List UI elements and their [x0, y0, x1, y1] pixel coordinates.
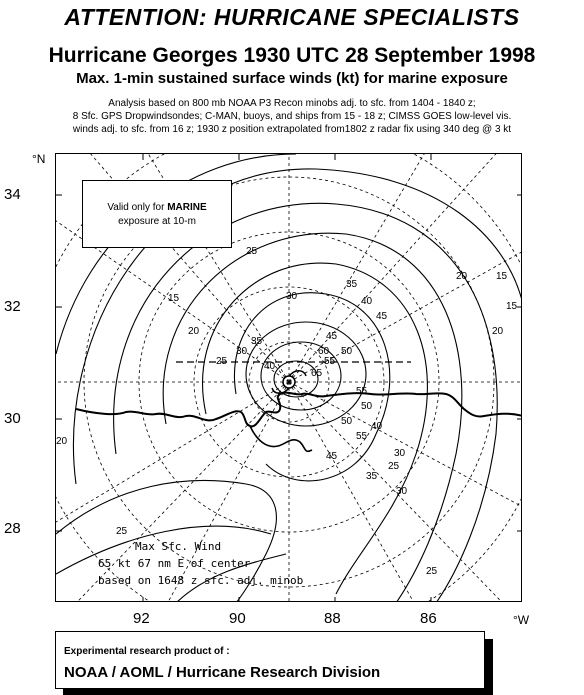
contour-label: 55 — [356, 386, 368, 397]
lon-unit-label: °W — [513, 613, 530, 627]
analysis-note-2: 8 Sfc. GPS Dropwindsondes; C-MAN, buoys,… — [72, 111, 512, 122]
contour-label: 55 — [324, 356, 336, 367]
map-svg: 15 20 25 30 35 40 45 50 55 60 65 25 20 2… — [56, 154, 521, 601]
lat-tick-32: 32 — [4, 298, 21, 315]
lon-tick-92: 92 — [133, 610, 150, 627]
contour-label: 25 — [426, 566, 438, 577]
contour-label: 30 — [394, 448, 406, 459]
contour-label: 20 — [456, 271, 468, 282]
attention-heading: ATTENTION: HURRICANE SPECIALISTS — [64, 4, 520, 30]
contour-label: 45 — [326, 331, 338, 342]
contour-label: 35 — [366, 471, 378, 482]
contour-label: 30 — [236, 346, 248, 357]
contour-label: 35 — [346, 279, 358, 290]
contour-label: 50 — [341, 416, 353, 427]
analysis-note-3: winds adj. to sfc. from 16 z; 1930 z pos… — [72, 124, 512, 135]
lat-unit-label: °N — [32, 152, 46, 166]
contour-label: 15 — [506, 301, 518, 312]
contour-label: 40 — [361, 296, 373, 307]
delta-coast — [249, 425, 313, 453]
page-title: Hurricane Georges 1930 UTC 28 September … — [48, 44, 536, 67]
lon-tick-88: 88 — [324, 610, 341, 627]
valid-line-1: Valid only for MARINE — [107, 202, 207, 213]
contour-label: 65 — [311, 368, 323, 379]
contour-label: 55 — [356, 431, 368, 442]
page-subtitle: Max. 1-min sustained surface winds (kt) … — [76, 70, 508, 87]
wind-analysis-map: 15 20 25 30 35 40 45 50 55 60 65 25 20 2… — [55, 153, 522, 602]
max-wind-line-2: 65 kt 67 nm E of center — [98, 557, 251, 570]
contour-label: 15 — [496, 271, 508, 282]
contour-label: 25 — [246, 246, 258, 257]
lat-lon-grid — [56, 154, 521, 601]
lat-tick-34: 34 — [4, 186, 21, 203]
valid-line-2: exposure at 10-m — [118, 216, 196, 227]
lat-tick-28: 28 — [4, 520, 21, 537]
max-wind-line-1: Max Sfc. Wind — [135, 540, 222, 553]
contour-label: 30 — [286, 291, 298, 302]
contour-label: 30 — [396, 486, 408, 497]
contour-label: 60 — [318, 346, 330, 357]
isotach-contours — [56, 154, 521, 601]
contour-labels: 15 20 25 30 35 40 45 50 55 60 65 25 20 2… — [56, 246, 518, 577]
contour-label: 35 — [251, 336, 263, 347]
lat-tick-30: 30 — [4, 410, 21, 427]
contour-label: 40 — [371, 421, 383, 432]
marine-validity-box: Valid only for MARINE exposure at 10-m — [82, 180, 232, 248]
contour-label: 25 — [116, 526, 128, 537]
contour-label: 25 — [216, 356, 228, 367]
contour-label: 20 — [492, 326, 504, 337]
credit-shadow — [485, 639, 493, 695]
contour-label: 40 — [264, 361, 276, 372]
contour-label: 20 — [56, 436, 68, 447]
analysis-note-1: Analysis based on 800 mb NOAA P3 Recon m… — [108, 98, 476, 109]
max-wind-annotation: Max Sfc. Wind 65 kt 67 nm E of center ba… — [98, 538, 303, 589]
contour-label: 15 — [168, 293, 180, 304]
lon-tick-90: 90 — [229, 610, 246, 627]
max-wind-line-3: based on 1648 z sfc. adj. minob — [98, 574, 304, 587]
credit-line-1: Experimental research product of : — [64, 646, 230, 657]
contour-label: 50 — [341, 346, 353, 357]
credit-organization: NOAA / AOML / Hurricane Research Divisio… — [64, 664, 381, 681]
contour-label: 45 — [376, 311, 388, 322]
lon-tick-86: 86 — [420, 610, 437, 627]
contour-label: 45 — [326, 451, 338, 462]
contour-label: 20 — [188, 326, 200, 337]
contour-label: 25 — [388, 461, 400, 472]
storm-center-symbol — [271, 370, 307, 394]
credit-box: Experimental research product of : NOAA … — [55, 631, 485, 689]
contour-label: 50 — [361, 401, 373, 412]
axis-ticks — [56, 154, 521, 601]
credit-shadow-bottom — [63, 689, 493, 695]
coastline — [75, 391, 521, 428]
